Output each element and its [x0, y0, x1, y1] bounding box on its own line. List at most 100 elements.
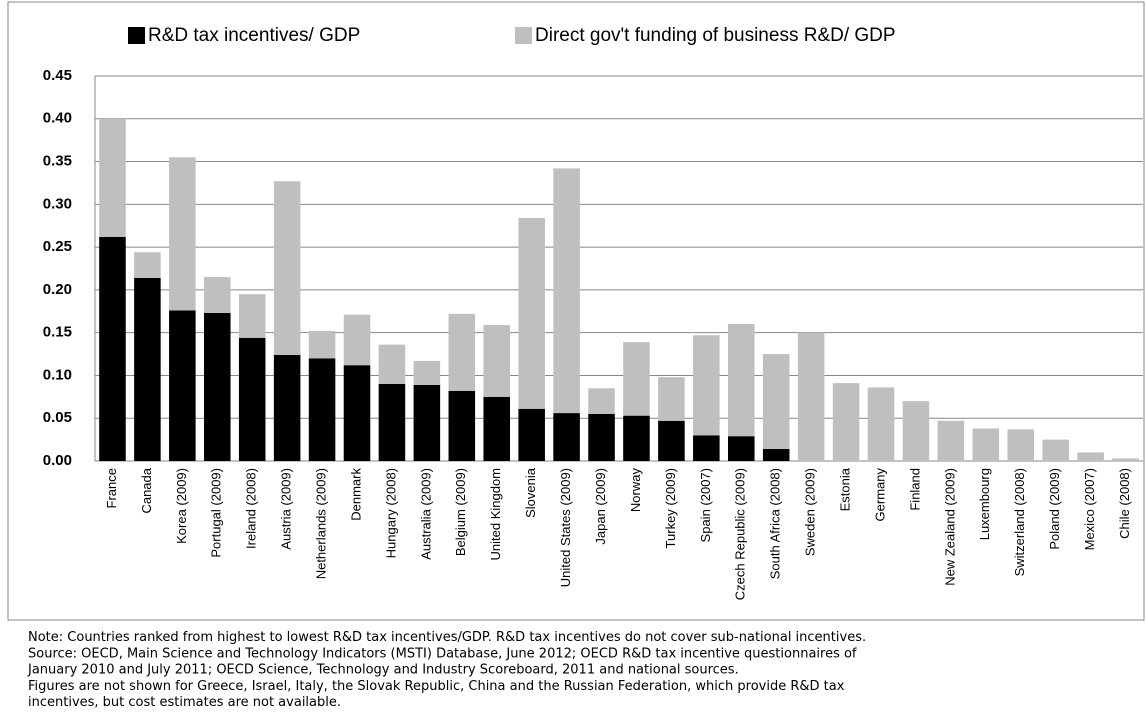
- x-tick-label: France: [104, 468, 119, 508]
- x-tick-label: Chile (2008): [1117, 468, 1132, 539]
- y-tick-label: 0.00: [43, 452, 72, 469]
- bar-segment: [518, 408, 545, 461]
- bar-segment: [1042, 439, 1069, 461]
- bar-segment: [343, 365, 371, 461]
- bar-segment: [273, 354, 301, 461]
- x-tick-label: Estonia: [838, 467, 853, 511]
- bar-segment: [588, 388, 615, 414]
- y-tick-label: 0.25: [43, 238, 72, 255]
- bar-segment: [832, 383, 860, 461]
- x-tick-label: Finland: [907, 468, 922, 511]
- y-tick-label: 0.35: [43, 153, 72, 170]
- bar-segment: [483, 396, 511, 461]
- bar-segment: [1007, 429, 1035, 461]
- x-tick-label: New Zealand (2009): [942, 468, 957, 586]
- x-tick-label: Belgium (2009): [453, 468, 468, 556]
- x-tick-label: Sweden (2009): [803, 468, 818, 556]
- bar-segment: [623, 342, 650, 416]
- bar-segment: [1112, 458, 1139, 461]
- bar-segment: [693, 435, 720, 461]
- chart-frame: [7, 1, 1145, 621]
- bar-segment: [134, 277, 161, 461]
- y-tick-label: 0.20: [43, 281, 72, 298]
- bar-segment: [413, 384, 441, 461]
- bar-segment: [553, 168, 580, 414]
- bar-segment: [413, 360, 441, 385]
- bar-segment: [99, 236, 126, 461]
- note-line: January 2010 and July 2011; OECD Science…: [27, 663, 739, 678]
- x-tick-label: Netherlands (2009): [314, 468, 329, 579]
- x-tick-label: United States (2009): [558, 468, 573, 587]
- bar-segment: [553, 413, 580, 461]
- legend-label: R&D tax incentives/ GDP: [148, 25, 360, 46]
- x-tick-label: South Africa (2008): [768, 468, 783, 579]
- x-tick-label: United Kingdom: [488, 468, 503, 561]
- bar-segment: [972, 428, 1000, 461]
- bar-segment: [308, 358, 336, 461]
- bar-segment: [658, 420, 685, 461]
- x-tick-label: Hungary (2008): [383, 468, 398, 558]
- x-tick-label: Czech Republic (2009): [733, 468, 748, 600]
- bar-segment: [99, 118, 126, 237]
- bar-segment: [378, 344, 406, 384]
- bar-segment: [273, 181, 301, 355]
- bar-segment: [448, 390, 476, 461]
- bar-segment: [378, 384, 406, 461]
- bar-segment: [693, 335, 720, 436]
- legend-swatch: [515, 27, 532, 44]
- bar-segment: [623, 415, 650, 461]
- x-tick-label: Switzerland (2008): [1012, 468, 1027, 576]
- bar-segment: [203, 277, 231, 313]
- y-tick-label: 0.40: [43, 110, 72, 127]
- bar-segment: [134, 252, 161, 278]
- x-tick-label: Norway: [628, 468, 643, 513]
- x-tick-label: Korea (2009): [174, 468, 189, 544]
- bar-segment: [238, 294, 266, 338]
- x-tick-label: Mexico (2007): [1082, 468, 1097, 550]
- x-tick-label: Turkey (2009): [663, 468, 678, 548]
- bar-segment: [937, 420, 965, 461]
- x-tick-label: Poland (2009): [1047, 468, 1062, 550]
- bar-segment: [797, 332, 825, 461]
- bar-segment: [762, 449, 790, 461]
- x-tick-label: Germany: [872, 468, 887, 522]
- bar-segment: [448, 313, 476, 391]
- note-line: Note: Countries ranked from highest to l…: [28, 630, 866, 645]
- bar-segment: [308, 330, 336, 359]
- x-tick-label: Japan (2009): [593, 468, 608, 545]
- bar-segment: [343, 314, 371, 366]
- bar-segment: [762, 354, 790, 450]
- bar-segment: [727, 324, 755, 437]
- bar-segment: [1077, 452, 1104, 461]
- x-tick-label: Canada: [139, 467, 154, 513]
- y-tick-label: 0.30: [43, 195, 72, 212]
- x-tick-label: Portugal (2009): [209, 468, 224, 558]
- bar-segment: [169, 157, 196, 311]
- note-line: Figures are not shown for Greece, Israel…: [28, 679, 845, 694]
- note-line: incentives, but cost estimates are not a…: [28, 695, 341, 710]
- bar-segment: [658, 377, 685, 421]
- note-line: Source: OECD, Main Science and Technolog…: [28, 646, 857, 661]
- x-tick-label: Spain (2007): [698, 468, 713, 542]
- bar-segment: [483, 324, 511, 397]
- x-tick-label: Denmark: [348, 468, 363, 521]
- bar-segment: [169, 310, 196, 461]
- x-tick-label: Luxembourg: [977, 468, 992, 540]
- y-tick-label: 0.05: [43, 409, 72, 426]
- y-tick-label: 0.15: [43, 324, 72, 341]
- legend-label: Direct gov't funding of business R&D/ GD…: [535, 25, 896, 46]
- x-tick-label: Ireland (2008): [244, 468, 259, 549]
- bar-segment: [203, 312, 231, 461]
- bar-segment: [902, 401, 930, 461]
- y-tick-label: 0.10: [43, 366, 72, 383]
- x-tick-label: Australia (2009): [418, 468, 433, 560]
- bar-segment: [727, 436, 755, 461]
- legend-swatch: [128, 27, 145, 44]
- bar-segment: [518, 218, 545, 409]
- bar-segment: [867, 387, 895, 461]
- bar-segment: [238, 337, 266, 461]
- bar-segment: [588, 413, 615, 461]
- x-tick-label: Austria (2009): [279, 468, 294, 550]
